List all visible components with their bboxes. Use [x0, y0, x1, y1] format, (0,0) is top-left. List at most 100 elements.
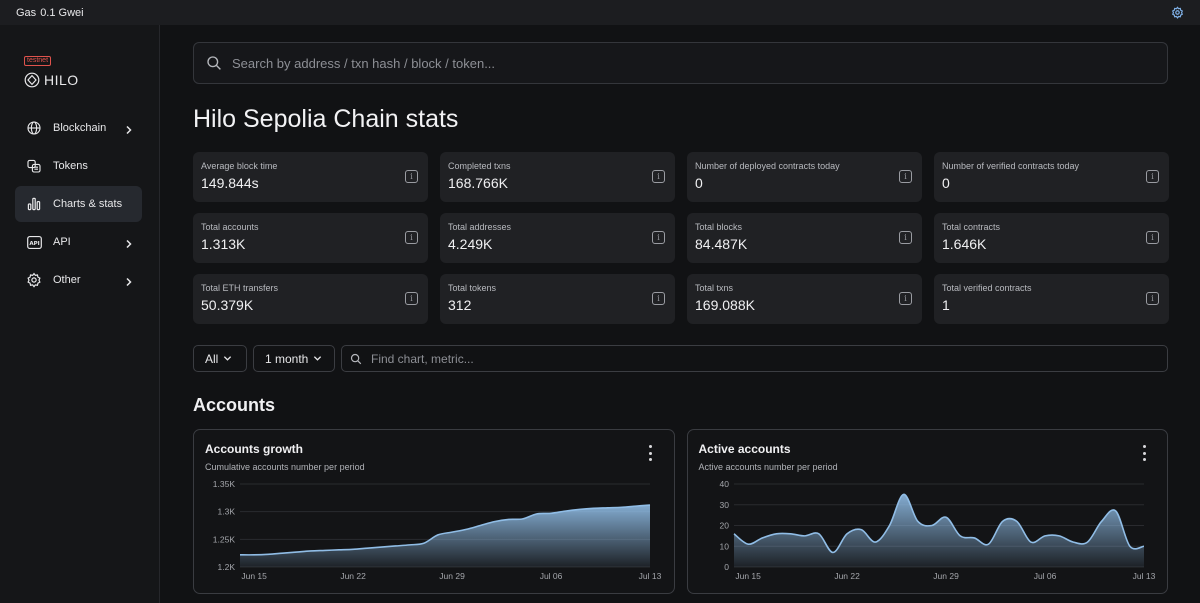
- chart-filters: All 1 month: [193, 345, 1168, 372]
- stat-label: Total addresses: [448, 222, 512, 232]
- info-icon[interactable]: i: [405, 231, 418, 244]
- x-tick-label: Jun 29: [439, 571, 465, 581]
- x-tick-label: Jun 15: [735, 571, 761, 581]
- globe-icon: [25, 119, 43, 137]
- info-icon[interactable]: i: [652, 170, 665, 183]
- more-menu-icon[interactable]: [646, 445, 656, 461]
- chart-subtitle: Active accounts number per period: [698, 462, 838, 472]
- info-icon[interactable]: i: [652, 292, 665, 305]
- y-tick-label: 1.25K: [213, 534, 236, 544]
- section-title: Accounts: [193, 395, 276, 415]
- y-tick-label: 10: [719, 541, 729, 551]
- search-input[interactable]: [232, 55, 1155, 71]
- charts-row: Accounts growth Cumulative accounts numb…: [193, 429, 1168, 594]
- chevron-down-icon: [224, 356, 232, 361]
- gas-value: 0.1 Gwei: [40, 6, 84, 19]
- y-tick-label: 1.2K: [218, 562, 236, 572]
- search-icon: [350, 353, 362, 364]
- x-tick-label: Jun 29: [933, 571, 959, 581]
- stat-value: 0: [695, 175, 703, 191]
- page-title: Hilo Sepolia Chain stats: [193, 105, 459, 133]
- stat-label: Total blocks: [695, 222, 743, 232]
- stat-label: Number of deployed contracts today: [695, 161, 840, 171]
- stat-card: Total verified contracts 1 i: [934, 274, 1169, 324]
- chevron-right-icon: [124, 274, 134, 292]
- series-line: [239, 504, 651, 556]
- series-area: [733, 494, 1144, 567]
- section-select[interactable]: All: [193, 345, 247, 372]
- chevron-right-icon: [124, 236, 134, 254]
- stat-card: Total ETH transfers 50.379K i: [193, 274, 428, 324]
- sidebar: testnet HILO Blockchain Tokens Charts & …: [0, 25, 160, 603]
- info-icon[interactable]: i: [652, 231, 665, 244]
- x-tick-label: Jul 13: [639, 571, 662, 581]
- y-tick-label: 20: [719, 521, 729, 531]
- active-accounts-chart[interactable]: 0 10 20 30 40 Jun 15 Jun 22 Jun 29 Jul 06 Jul 13: [688, 474, 1170, 595]
- logo[interactable]: testnet HILO: [24, 49, 79, 88]
- stat-label: Total ETH transfers: [201, 283, 279, 293]
- more-menu-icon[interactable]: [1139, 445, 1149, 461]
- sidebar-item-label: Charts & stats: [53, 198, 123, 210]
- series-area: [240, 505, 650, 567]
- x-tick-label: Jul 13: [1132, 571, 1155, 581]
- x-tick-label: Jun 22: [340, 571, 366, 581]
- interval-select[interactable]: 1 month: [253, 345, 335, 372]
- chart-title: Accounts growth: [205, 442, 303, 456]
- sidebar-item-label: Blockchain: [53, 122, 107, 134]
- chart-card-active-accounts: Active accounts Active accounts number p…: [686, 429, 1170, 595]
- gas-price: Gas 0.1 Gwei: [16, 7, 84, 19]
- search-icon: [206, 55, 222, 71]
- top-bar: Gas 0.1 Gwei: [0, 0, 1200, 25]
- gas-label: Gas: [16, 6, 37, 19]
- stat-value: 312: [448, 297, 472, 313]
- x-tick-label: Jun 22: [834, 571, 860, 581]
- coins-icon: [25, 157, 43, 175]
- sidebar-item-tokens[interactable]: Tokens: [15, 148, 142, 184]
- stat-card: Total blocks 84.487K i: [687, 213, 922, 263]
- stat-value: 1.646K: [942, 236, 987, 252]
- stat-label: Total txns: [695, 283, 734, 293]
- sidebar-item-blockchain[interactable]: Blockchain: [15, 110, 142, 146]
- stat-value: 169.088K: [695, 297, 755, 313]
- stat-card: Average block time 149.844s i: [193, 152, 428, 202]
- sidebar-nav: Blockchain Tokens Charts & stats API API…: [15, 110, 142, 300]
- info-icon[interactable]: i: [405, 170, 418, 183]
- info-icon[interactable]: i: [405, 292, 418, 305]
- info-icon[interactable]: i: [1146, 170, 1159, 183]
- info-icon[interactable]: i: [1146, 292, 1159, 305]
- stat-value: 1: [942, 297, 950, 313]
- chart-search[interactable]: [341, 345, 1168, 372]
- y-tick-label: 1.3K: [218, 507, 236, 517]
- x-tick-label: Jul 06: [1033, 571, 1056, 581]
- sidebar-item-charts-stats[interactable]: Charts & stats: [15, 186, 142, 222]
- info-icon[interactable]: i: [899, 231, 912, 244]
- chart-search-input[interactable]: [371, 351, 1159, 366]
- stat-card: Total txns 169.088K i: [687, 274, 922, 324]
- accounts-growth-chart[interactable]: 1.2K 1.25K 1.3K 1.35K Jun 15 Jun 22 Jun 29 Jul …: [194, 474, 676, 595]
- info-icon[interactable]: i: [1146, 231, 1159, 244]
- y-tick-label: 40: [719, 479, 729, 489]
- y-tick-label: 1.35K: [213, 479, 236, 489]
- sidebar-item-label: API: [53, 236, 71, 248]
- gear-icon[interactable]: [1170, 6, 1184, 20]
- chart-card-accounts-growth: Accounts growth Cumulative accounts numb…: [193, 429, 675, 594]
- sidebar-item-other[interactable]: Other: [15, 262, 142, 298]
- global-search[interactable]: [193, 42, 1168, 84]
- x-tick-label: Jul 06: [540, 571, 563, 581]
- stat-value: 50.379K: [201, 297, 254, 313]
- stat-value: 84.487K: [695, 236, 748, 252]
- testnet-badge: testnet: [24, 56, 52, 66]
- info-icon[interactable]: i: [899, 292, 912, 305]
- stat-card: Total tokens 312 i: [440, 274, 675, 324]
- sidebar-item-api[interactable]: API API: [15, 224, 142, 260]
- chart-title: Active accounts: [698, 442, 791, 456]
- stat-value: 4.249K: [448, 236, 493, 252]
- series-line: [732, 493, 1144, 554]
- chevron-right-icon: [124, 122, 134, 140]
- section-select-value: All: [205, 351, 219, 366]
- info-icon[interactable]: i: [899, 170, 912, 183]
- gear-icon: [25, 271, 43, 289]
- stat-card: Completed txns 168.766K i: [440, 152, 675, 202]
- hilo-logo-icon: [24, 72, 40, 88]
- stat-label: Total contracts: [942, 222, 1001, 232]
